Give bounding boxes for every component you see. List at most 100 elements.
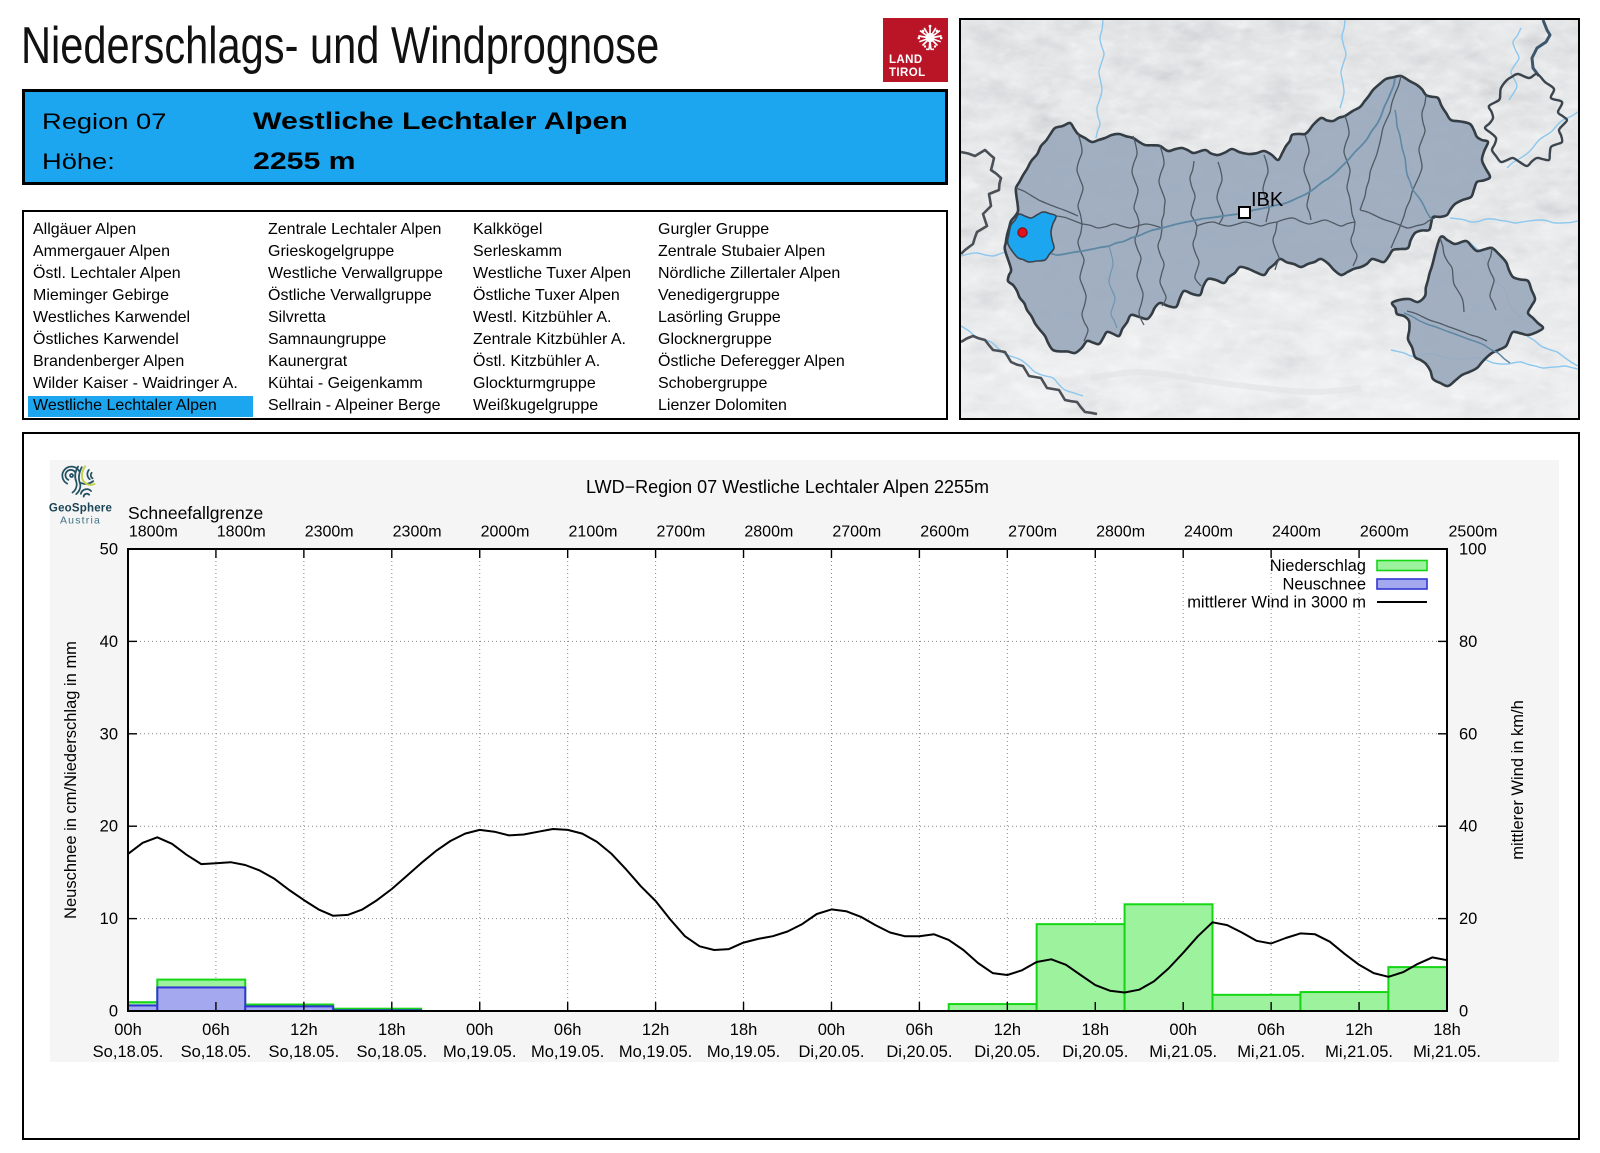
ibk-label: IBK <box>1251 189 1284 211</box>
region-list-item[interactable]: Silvretta <box>268 308 326 326</box>
region-list-item[interactable]: Lasörling Gruppe <box>658 308 781 326</box>
valley-ribbon <box>1090 368 1362 396</box>
region-list-item[interactable]: Östl. Lechtaler Alpen <box>33 264 181 282</box>
xtick-date: Mo,19.05. <box>707 1043 780 1061</box>
xtick-date: Mo,19.05. <box>531 1043 604 1061</box>
xtick-time: 18h <box>378 1021 406 1039</box>
region-list-item[interactable]: Gurgler Gruppe <box>658 220 770 238</box>
region-list-item[interactable]: Serleskamm <box>473 242 562 260</box>
land-tirol-logo-svg <box>883 18 948 82</box>
region-list-item[interactable]: Kalkkögel <box>473 220 543 238</box>
legend-label: Niederschlag <box>1270 557 1366 575</box>
snowline-value: 2400m <box>1184 524 1233 541</box>
region-list-item[interactable]: Kühtai - Geigenkamm <box>268 374 423 392</box>
region-list-item-selected[interactable]: Westliche Lechtaler Alpen <box>33 396 217 414</box>
region-list-item[interactable]: Östl. Kitzbühler A. <box>473 352 601 370</box>
snowline-value: 2700m <box>656 524 705 541</box>
region-list-item[interactable]: Brandenberger Alpen <box>33 352 185 370</box>
wind-line <box>127 828 1448 994</box>
xtick-time: 12h <box>1345 1021 1373 1039</box>
logo-background <box>883 18 948 82</box>
region-list-item[interactable]: Westliche Tuxer Alpen <box>473 264 632 282</box>
snowline-value: 1800m <box>217 524 266 541</box>
snowline-label: Schneefallgrenze <box>128 503 263 523</box>
region-list-item[interactable]: Mieminger Gebirge <box>33 286 170 304</box>
precipitation-bar <box>1035 923 1126 1013</box>
region-list-item[interactable]: Schobergruppe <box>658 374 768 392</box>
land-tirol-line1: LAND <box>889 54 923 66</box>
ytick-label-right: 0 <box>1459 1003 1468 1021</box>
chart-panel: GeoSphere Austria LWD−Region 07 Westlich… <box>22 432 1580 1140</box>
station-dot <box>1017 227 1028 238</box>
region-list-item[interactable]: Östliche Tuxer Alpen <box>473 286 620 304</box>
geosphere-name: GeoSphere <box>49 503 112 515</box>
region-list-item[interactable]: Östliche Verwallgruppe <box>268 286 432 304</box>
region-list-item[interactable]: Östliche Deferegger Alpen <box>658 352 845 370</box>
region-list-item[interactable]: Westl. Kitzbühler A. <box>473 308 612 326</box>
region-list-item[interactable]: Venedigergruppe <box>658 286 780 304</box>
country-border <box>961 148 1003 255</box>
chart-title: LWD−Region 07 Westliche Lechtaler Alpen … <box>586 477 989 497</box>
region-list-item[interactable]: Ammergauer Alpen <box>33 242 170 260</box>
ytick-label-left: 10 <box>100 910 118 928</box>
eagle-icon <box>917 24 943 51</box>
precipitation-bar <box>1211 993 1302 1013</box>
ytick-label-right: 20 <box>1459 910 1477 928</box>
region-list-item[interactable]: Weißkugelgruppe <box>473 396 599 414</box>
region-list-item[interactable]: Nördliche Zillertaler Alpen <box>658 264 841 282</box>
legend-swatch <box>1376 559 1428 572</box>
xtick-time: 06h <box>554 1021 582 1039</box>
region-list-column-3: Kalkkögel Serleskamm Westliche Tuxer Alpen… <box>473 219 631 417</box>
precipitation-bar <box>947 1003 1038 1013</box>
region-list-column-1: Allgäuer Alpen Ammergauer Alpen Östl. Lech… <box>28 219 253 417</box>
river <box>1449 217 1578 224</box>
ziller-river <box>1394 109 1432 220</box>
snowline-value: 2500m <box>1449 524 1498 541</box>
region-name: Westliche Lechtaler Alpen <box>253 108 628 135</box>
selected-region[interactable] <box>1006 211 1057 263</box>
geosphere-sub: Austria <box>60 515 101 527</box>
snowline-value: 2800m <box>1096 524 1145 541</box>
region-list-column-4: Gurgler Gruppe Zentrale Stubaier Alpen Nör… <box>658 219 845 417</box>
snowline-value: 2600m <box>920 524 969 541</box>
river <box>1508 27 1522 101</box>
xtick-date: So,18.05. <box>181 1043 252 1061</box>
xtick-time: 12h <box>994 1021 1022 1039</box>
region-list-item-selected-row[interactable]: Westliche Lechtaler Alpen <box>28 395 253 417</box>
xtick-date: Di,20.05. <box>798 1043 864 1061</box>
ylabel-left: Neuschnee in cm/Niederschlag in mm <box>62 641 80 919</box>
region-list-item[interactable]: Samnaungruppe <box>268 330 387 348</box>
region-border <box>1077 223 1089 342</box>
osttirol-border <box>1439 237 1465 313</box>
region-list-item[interactable]: Westliche Verwallgruppe <box>268 264 443 282</box>
region-border <box>1189 160 1198 227</box>
xtick-time: 06h <box>906 1021 934 1039</box>
xtick-date: Mi,21.05. <box>1325 1043 1393 1061</box>
region-border <box>1015 187 1079 217</box>
tirol-map-svg: IBK <box>961 20 1578 418</box>
region-list-item[interactable]: Grieskogelgruppe <box>268 242 395 260</box>
xtick-date: So,18.05. <box>269 1043 340 1061</box>
region-list-item[interactable]: Glockturmgruppe <box>473 374 596 392</box>
region-list-item[interactable]: Zentrale Stubaier Alpen <box>658 242 826 260</box>
new-snow-bar <box>156 986 247 1012</box>
region-list-item[interactable]: Sellrain - Alpeiner Berge <box>268 396 441 414</box>
region-list-item[interactable]: Allgäuer Alpen <box>33 220 137 238</box>
region-list-item[interactable]: Kaunergrat <box>268 352 348 370</box>
region-list-item[interactable]: Östliches Karwendel <box>33 330 179 348</box>
xtick-time: 00h <box>818 1021 846 1039</box>
xtick-time: 18h <box>1433 1021 1461 1039</box>
xtick-time: 06h <box>202 1021 230 1039</box>
region-list-item[interactable]: Lienzer Dolomiten <box>658 396 787 414</box>
region-list-item[interactable]: Westliches Karwendel <box>33 308 191 326</box>
region-list-item[interactable]: Glocknergruppe <box>658 330 772 348</box>
region-list-item[interactable]: Zentrale Lechtaler Alpen <box>268 220 442 238</box>
region-list-item[interactable]: Zentrale Kitzbühler A. <box>473 330 626 348</box>
region-list-item[interactable]: Wilder Kaiser - Waidringer A. <box>33 374 238 392</box>
legend-label: Neuschnee <box>1283 576 1366 594</box>
river <box>1095 20 1105 139</box>
ytick-label-right: 100 <box>1459 541 1487 559</box>
region-border <box>1131 135 1140 223</box>
snowline-value: 2700m <box>832 524 881 541</box>
